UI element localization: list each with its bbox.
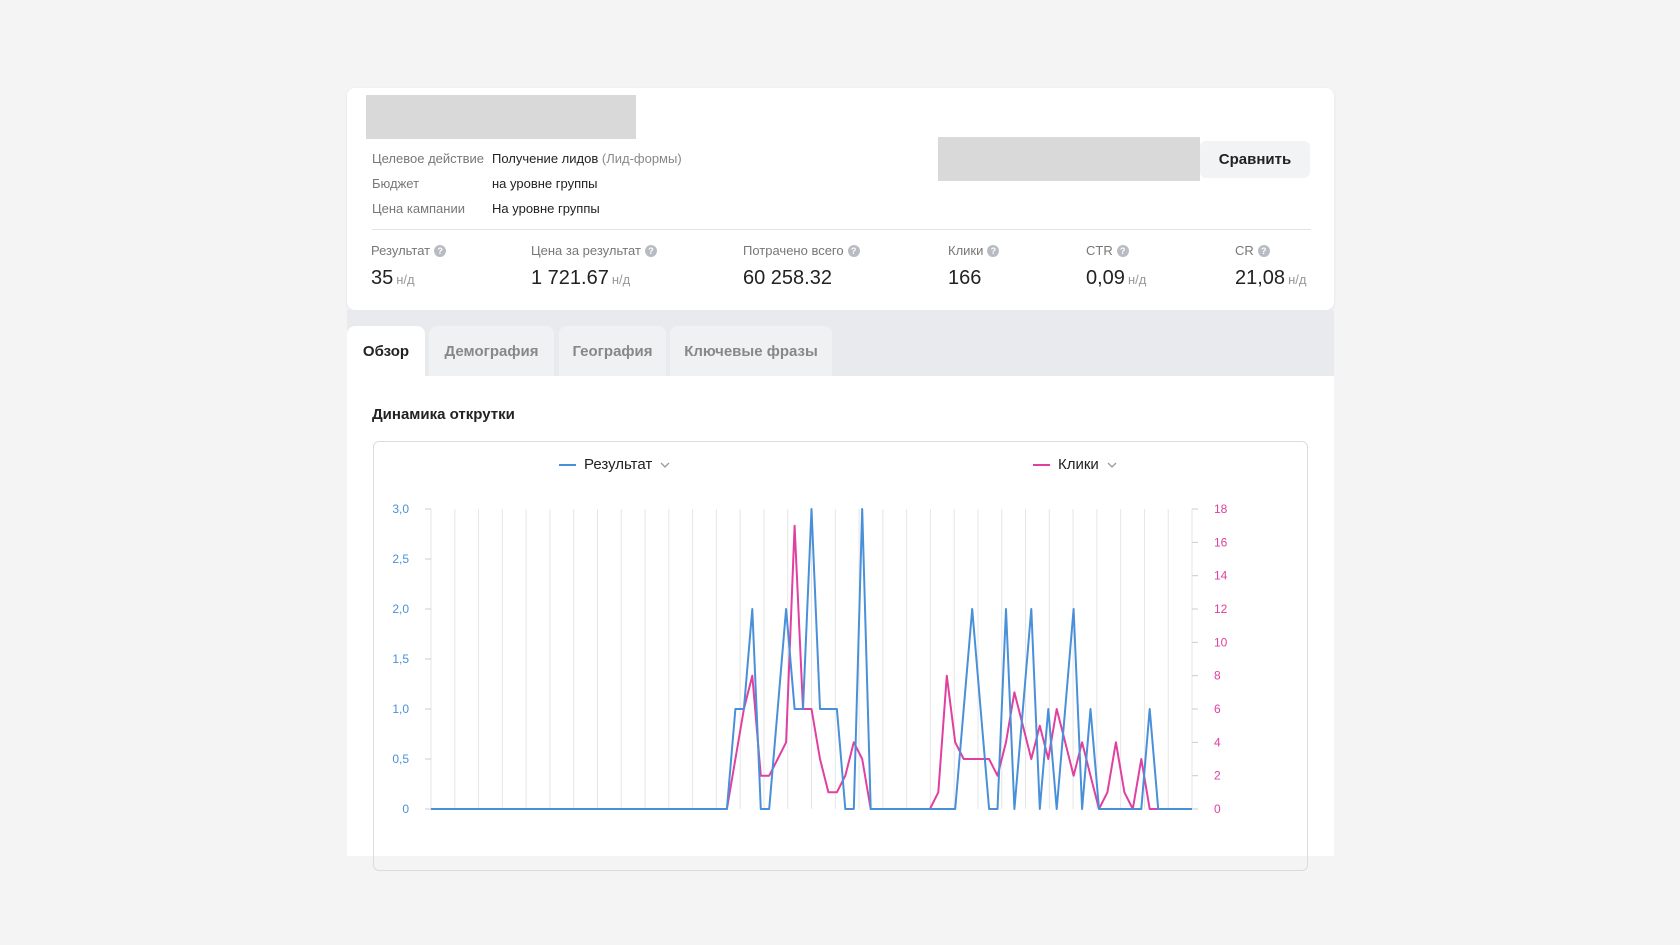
y-tick-label-right: 4 xyxy=(1214,735,1221,749)
metric-cr: CR? 21,08 н/д xyxy=(1235,243,1306,290)
y-tick-label-left: 1,0 xyxy=(392,702,409,716)
y-tick-label-left: 0 xyxy=(402,802,409,816)
metric-ctr: CTR? 0,09 н/д xyxy=(1086,243,1146,290)
tab-overview[interactable]: Обзор xyxy=(347,326,425,376)
tab-geography[interactable]: География xyxy=(559,326,666,376)
metric-result: Результат? 35 н/д xyxy=(371,243,446,290)
y-tick-label-left: 2,0 xyxy=(392,602,409,616)
metric-na: н/д xyxy=(396,272,414,287)
metric-na: н/д xyxy=(1128,272,1146,287)
metric-cost-per-result: Цена за результат? 1 721.67 н/д xyxy=(531,243,657,290)
y-tick-label-right: 18 xyxy=(1214,502,1228,516)
property-label: Целевое действие xyxy=(372,151,492,166)
metric-value: 60 258.32 xyxy=(743,267,832,289)
metric-value: 166 xyxy=(948,267,981,289)
tab-keywords[interactable]: Ключевые фразы xyxy=(670,326,832,376)
y-tick-label-left: 3,0 xyxy=(392,502,409,516)
redacted-compare-selector[interactable] xyxy=(938,137,1200,181)
y-tick-label-left: 0,5 xyxy=(392,752,409,766)
metric-label: Цена за результат xyxy=(531,243,641,258)
compare-button[interactable]: Сравнить xyxy=(1200,141,1310,178)
y-tick-label-right: 10 xyxy=(1214,635,1228,649)
help-icon[interactable]: ? xyxy=(434,245,446,257)
property-value-extra: (Лид-формы) xyxy=(602,151,682,166)
y-tick-label-right: 8 xyxy=(1214,669,1221,683)
line-chart: 0 0,5 1,0 1,5 2,0 2,5 3,0 0 2 4 6 8 10 12 14 16 18 xyxy=(374,442,1308,871)
property-value: Получение лидов (Лид-формы) xyxy=(492,151,682,166)
y-tick-label-right: 14 xyxy=(1214,569,1228,583)
tabs-bar: Обзор Демография География Ключевые фраз… xyxy=(347,310,1334,376)
property-value: На уровне группы xyxy=(492,201,600,216)
metric-clicks: Клики? 166 xyxy=(948,243,999,290)
metric-value: 35 xyxy=(371,267,393,289)
help-icon[interactable]: ? xyxy=(848,245,860,257)
metric-spent-total: Потрачено всего? 60 258.32 xyxy=(743,243,860,290)
divider xyxy=(372,229,1311,230)
property-row-target-action: Целевое действие Получение лидов (Лид-фо… xyxy=(372,146,682,171)
property-label: Бюджет xyxy=(372,176,492,191)
help-icon[interactable]: ? xyxy=(1117,245,1129,257)
tab-demography[interactable]: Демография xyxy=(429,326,554,376)
chart-section-title: Динамика открутки xyxy=(372,406,515,423)
y-tick-label-right: 16 xyxy=(1214,535,1228,549)
campaign-properties: Целевое действие Получение лидов (Лид-фо… xyxy=(372,146,682,221)
property-label: Цена кампании xyxy=(372,201,492,216)
y-tick-label-left: 2,5 xyxy=(392,552,409,566)
y-tick-label-left: 1,5 xyxy=(392,652,409,666)
metric-label: Клики xyxy=(948,243,983,258)
metric-na: н/д xyxy=(612,272,630,287)
metric-label: Потрачено всего xyxy=(743,243,844,258)
y-tick-label-right: 0 xyxy=(1214,802,1221,816)
metric-na: н/д xyxy=(1288,272,1306,287)
redacted-campaign-title xyxy=(366,95,636,139)
y-tick-label-right: 2 xyxy=(1214,769,1221,783)
property-value-text: Получение лидов xyxy=(492,151,598,166)
chart-card: Динамика открутки Результат Клики 0 0,5 1,… xyxy=(347,376,1334,856)
campaign-summary-card: Целевое действие Получение лидов (Лид-фо… xyxy=(347,88,1334,310)
y-tick-label-right: 6 xyxy=(1214,702,1221,716)
chart-container: Результат Клики 0 0,5 1,0 1,5 2,0 2,5 3,0 0 2 4 6 8… xyxy=(373,441,1308,871)
metrics-row: Результат? 35 н/д Цена за результат? 1 72… xyxy=(347,243,1334,303)
metric-value: 1 721.67 xyxy=(531,267,609,289)
help-icon[interactable]: ? xyxy=(987,245,999,257)
y-tick-label-right: 12 xyxy=(1214,602,1228,616)
metric-label: CTR xyxy=(1086,243,1113,258)
property-row-campaign-price: Цена кампании На уровне группы xyxy=(372,196,682,221)
property-value: на уровне группы xyxy=(492,176,598,191)
metric-label: CR xyxy=(1235,243,1254,258)
metric-value: 21,08 xyxy=(1235,267,1285,289)
metric-label: Результат xyxy=(371,243,430,258)
metric-value: 0,09 xyxy=(1086,267,1125,289)
help-icon[interactable]: ? xyxy=(645,245,657,257)
property-row-budget: Бюджет на уровне группы xyxy=(372,171,682,196)
help-icon[interactable]: ? xyxy=(1258,245,1270,257)
